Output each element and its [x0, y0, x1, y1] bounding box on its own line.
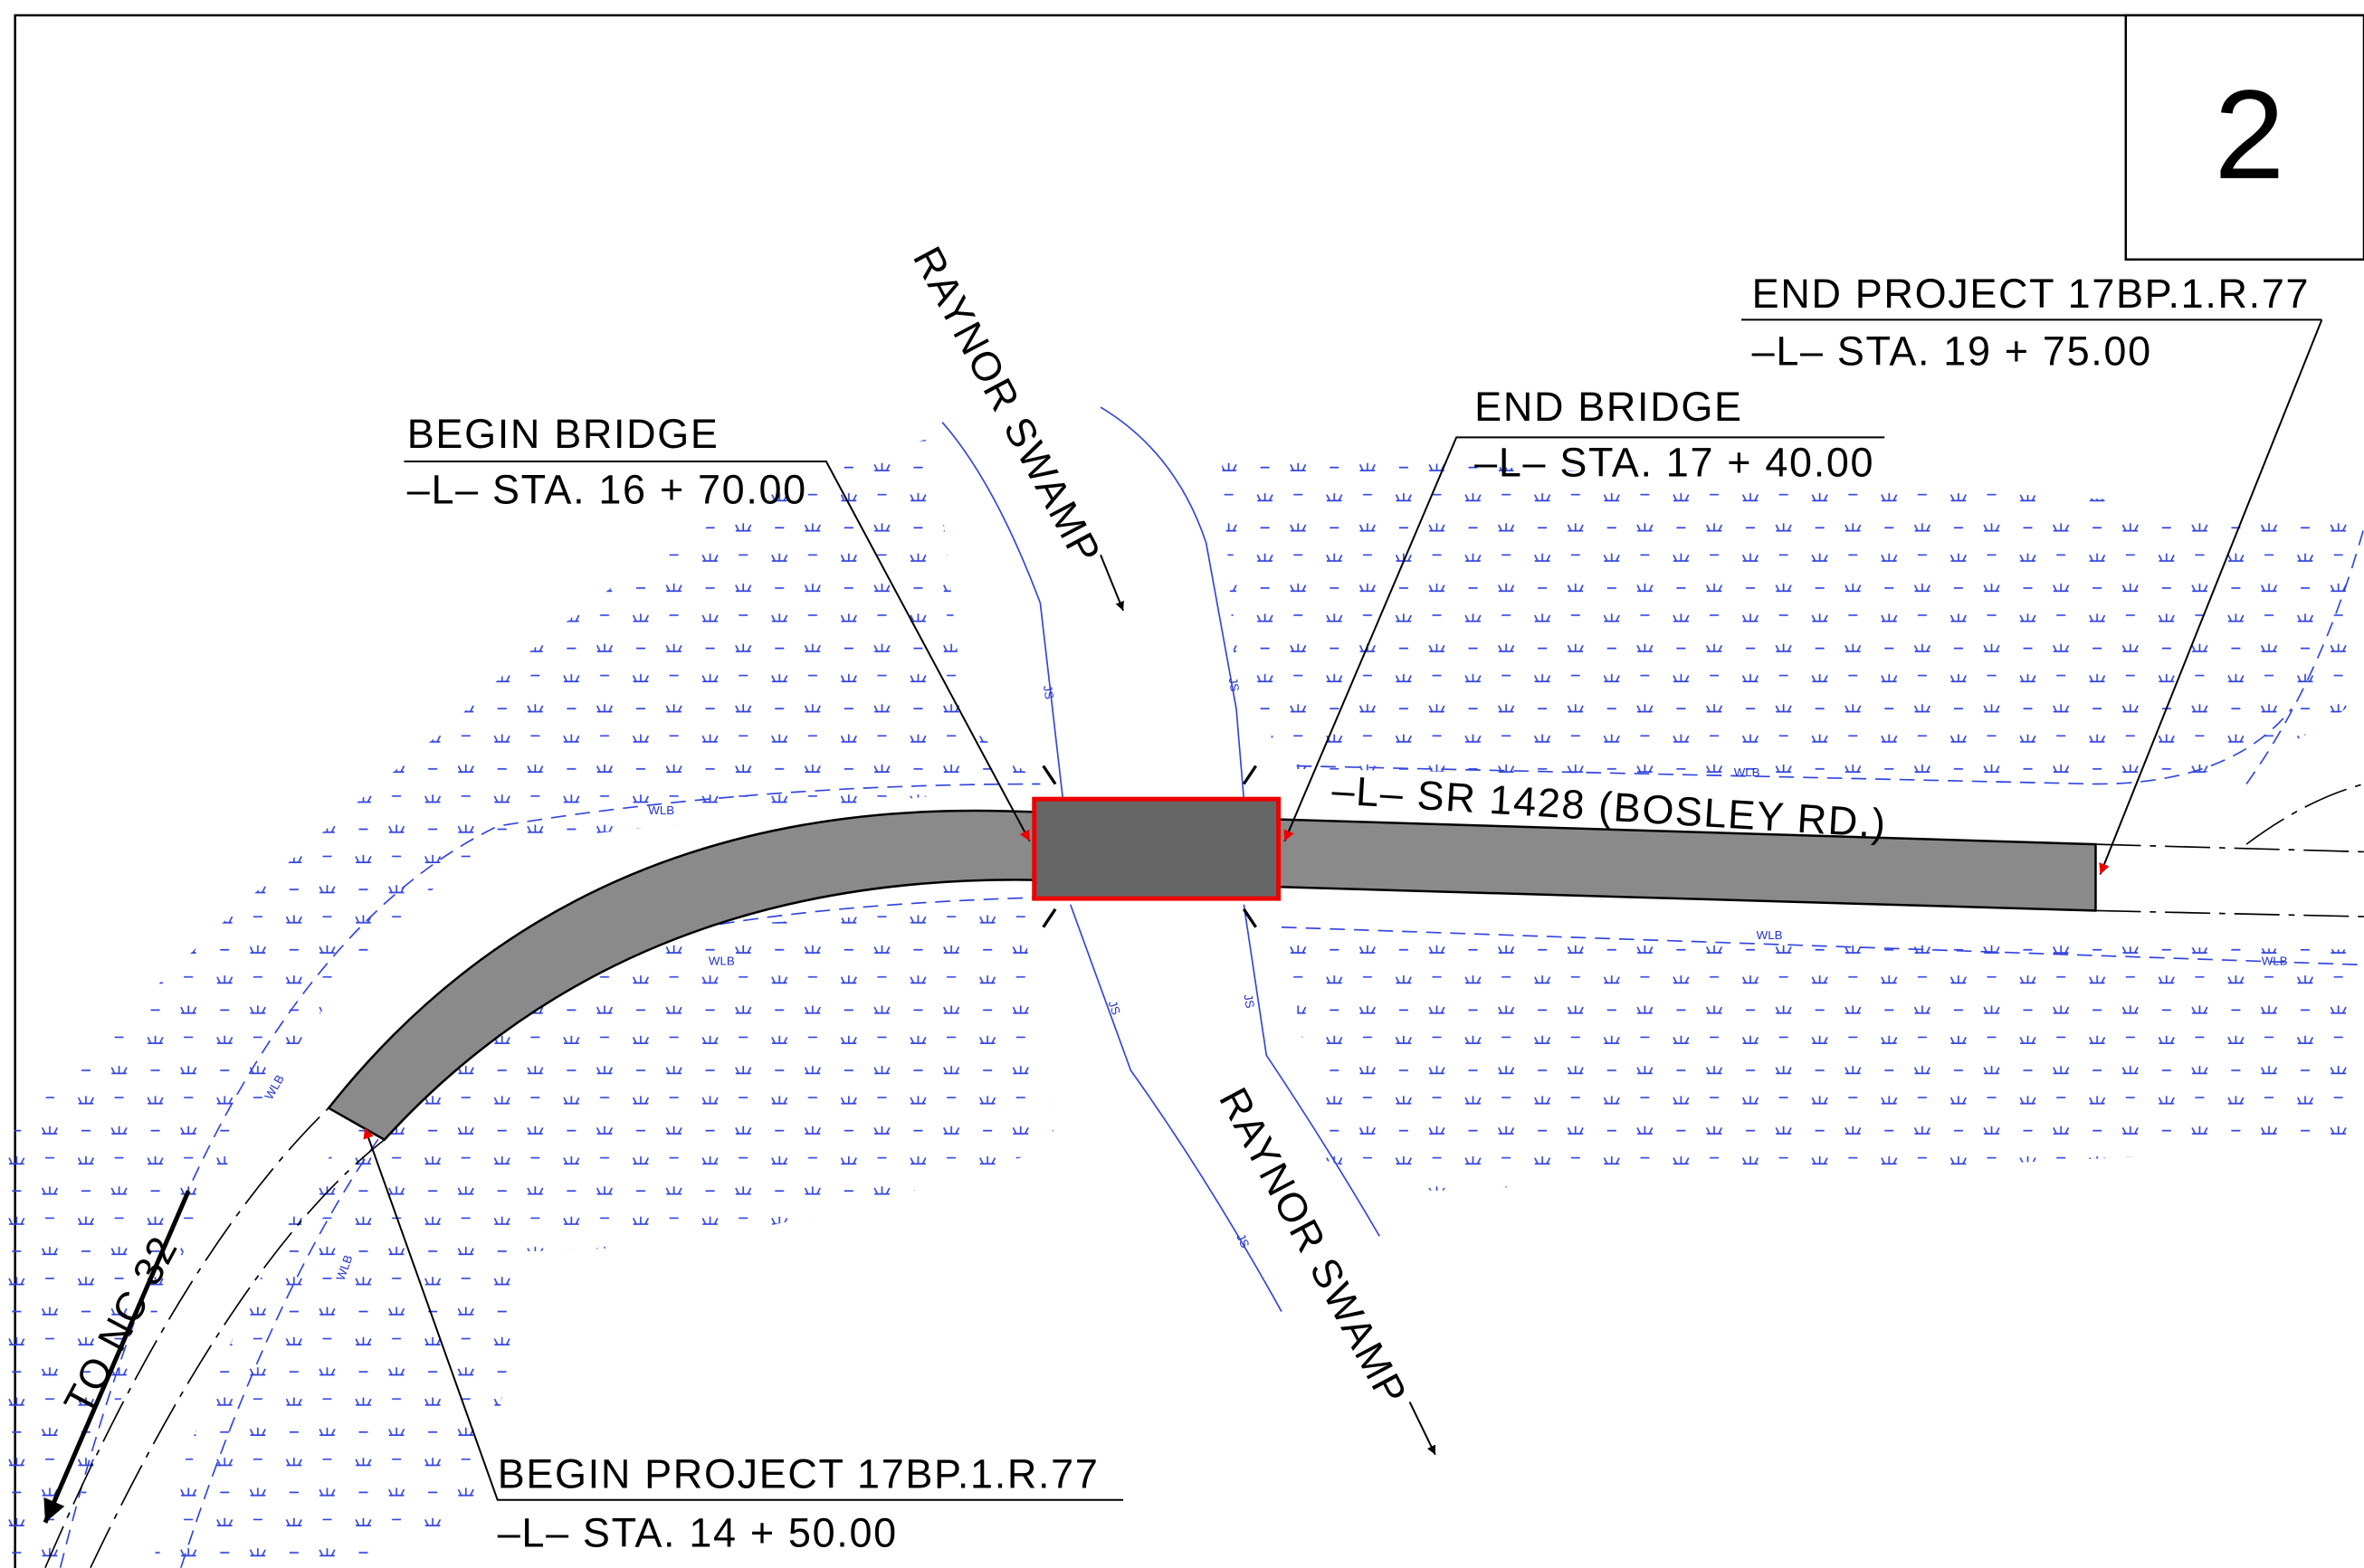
plan-sheet: WLB WLB WLB WLB WLB WLB WLB JS JS JS JS …	[0, 0, 2364, 1568]
js-label: JS	[1226, 677, 1242, 693]
wlb-label: WLB	[1757, 928, 1783, 942]
begin-bridge-station: –L– STA. 16 + 70.00	[407, 467, 807, 513]
wlb-label: WLB	[648, 803, 674, 817]
js-label: JS	[1106, 999, 1123, 1017]
end-bridge-title: END BRIDGE	[1474, 384, 1743, 430]
end-project-station: –L– STA. 19 + 75.00	[1752, 328, 2152, 374]
bridge	[1034, 799, 1279, 898]
end-bridge-station: –L– STA. 17 + 40.00	[1474, 440, 1874, 486]
js-label: JS	[1241, 993, 1256, 1010]
sheet-number: 2	[2214, 63, 2284, 205]
begin-project-title: BEGIN PROJECT 17BP.1.R.77	[498, 1450, 1100, 1497]
wlb-label: WLB	[2262, 954, 2288, 967]
begin-project-station: –L– STA. 14 + 50.00	[498, 1509, 898, 1555]
wlb-label: WLB	[709, 954, 735, 967]
wetland-area	[0, 437, 2364, 1567]
end-project-title: END PROJECT 17BP.1.R.77	[1752, 271, 2311, 317]
js-label: JS	[1041, 684, 1056, 700]
wlb-label: WLB	[1734, 765, 1760, 779]
begin-bridge-title: BEGIN BRIDGE	[407, 411, 720, 457]
